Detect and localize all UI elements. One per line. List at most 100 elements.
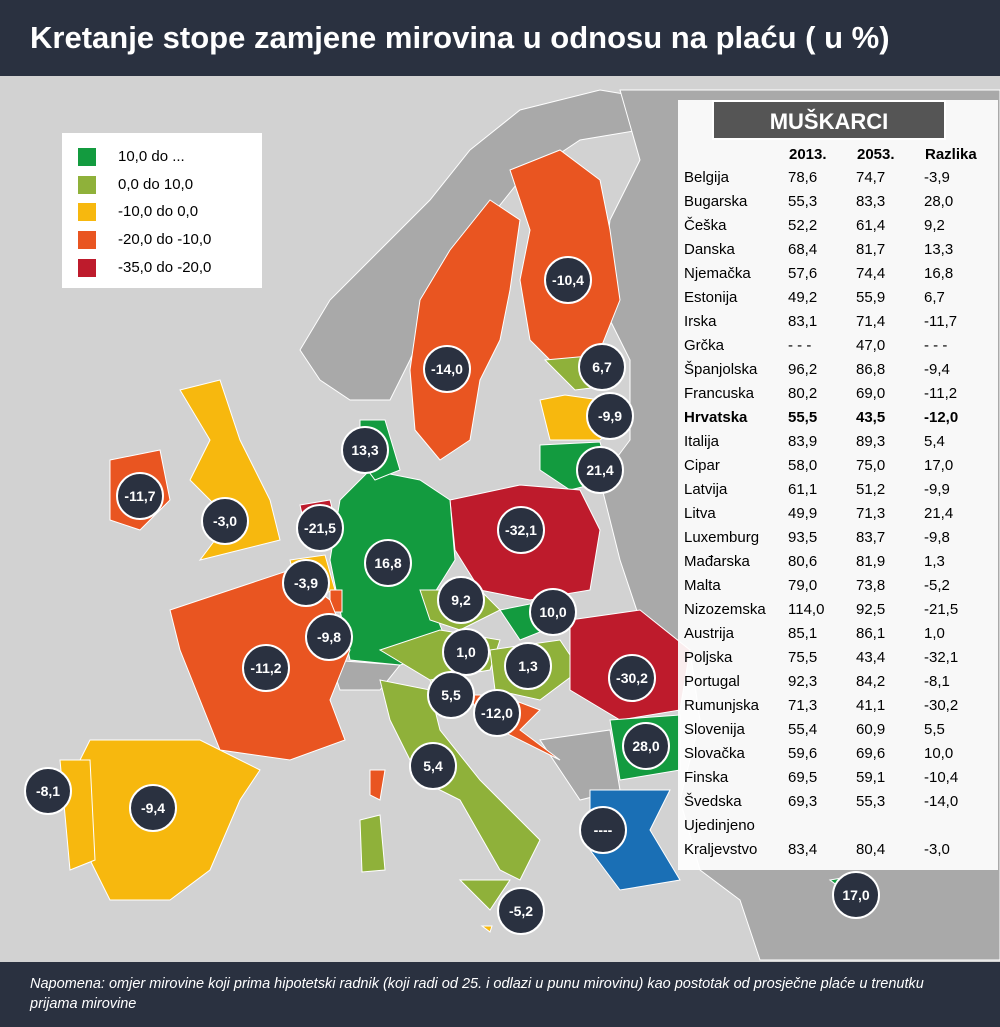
map-label: 5,4 <box>423 758 443 774</box>
table-row: Austrija 85,1 86,1 1,0 <box>684 622 992 646</box>
table-cell: 71,3 <box>788 697 818 714</box>
country-name: Poljska <box>684 649 733 666</box>
table-cell: 55,3 <box>856 793 886 810</box>
table-cell: 21,4 <box>924 505 954 522</box>
country-name: Italija <box>684 433 720 450</box>
table-cell: -21,5 <box>924 601 959 618</box>
table-cell: 96,2 <box>788 361 818 378</box>
table-cell: 60,9 <box>856 721 886 738</box>
table-cell: 73,8 <box>856 577 886 594</box>
table-row: Češka 52,2 61,4 9,2 <box>684 214 992 238</box>
table-row: Finska 69,5 59,1 -10,4 <box>684 766 992 790</box>
table-cell: -9,9 <box>924 481 950 498</box>
table-cell: -10,4 <box>924 769 959 786</box>
table-row: Latvija 61,1 51,2 -9,9 <box>684 478 992 502</box>
country-name: Španjolska <box>684 361 758 378</box>
map-label: -9,8 <box>317 629 341 645</box>
map-label: 10,0 <box>539 604 566 620</box>
table-cell: 55,5 <box>788 409 818 426</box>
country-name: Finska <box>684 769 729 786</box>
label-bubble <box>242 644 290 692</box>
label-bubble <box>497 506 545 554</box>
table-cell: 83,7 <box>856 529 886 546</box>
table-row: Estonija 49,2 55,9 6,7 <box>684 286 992 310</box>
country-name: Latvija <box>684 481 728 498</box>
table-cell: 43,5 <box>856 409 886 426</box>
table-cell: 75,5 <box>788 649 818 666</box>
map-label: 9,2 <box>451 592 471 608</box>
table-cell: 78,6 <box>788 169 818 186</box>
label-bubble <box>832 871 880 919</box>
table-cell: 83,1 <box>788 313 818 330</box>
map-label: -12,0 <box>481 705 513 721</box>
table-cell: 5,5 <box>924 721 945 738</box>
table-cell: 59,6 <box>788 745 818 762</box>
table-row: Nizozemska 114,0 92,5 -21,5 <box>684 598 992 622</box>
table-cell: 83,3 <box>856 193 886 210</box>
country-name: Švedska <box>684 793 742 810</box>
map-label: ---- <box>594 822 613 838</box>
table-cell: 57,6 <box>788 265 818 282</box>
label-bubble <box>409 742 457 790</box>
table-row: Grčka - - - 47,0 - - - <box>684 334 992 358</box>
label-bubble <box>129 784 177 832</box>
table-cell: 114,0 <box>788 601 825 618</box>
table-cell: -3,0 <box>924 841 950 858</box>
table-cell: 55,9 <box>856 289 886 306</box>
table-row: Mađarska 80,6 81,9 1,3 <box>684 550 992 574</box>
table-row: Cipar 58,0 75,0 17,0 <box>684 454 992 478</box>
country-name: Cipar <box>684 457 720 474</box>
table-row: Danska 68,4 81,7 13,3 <box>684 238 992 262</box>
table-row: Ujedinjeno Kraljevstvo 83,4 80,4 -3,0 <box>684 814 992 862</box>
table-row: Irska 83,1 71,4 -11,7 <box>684 310 992 334</box>
table-cell: 16,8 <box>924 265 954 282</box>
map-label: -3,0 <box>213 513 237 529</box>
table-cell: 58,0 <box>788 457 818 474</box>
map-labels: -10,4 -14,0 6,7 -9,9 13,3 21,4 -11,7 -3,0 -21,5 -… <box>24 256 880 935</box>
table-cell: 71,3 <box>856 505 886 522</box>
label-bubble <box>497 887 545 935</box>
label-bubble <box>24 767 72 815</box>
table-cell: -32,1 <box>924 649 959 666</box>
table-cell: 47,0 <box>856 337 886 354</box>
country-name: Nizozemska <box>684 601 766 618</box>
table-cell: 75,0 <box>856 457 886 474</box>
table-cell: 69,5 <box>788 769 818 786</box>
table-cell: -11,7 <box>924 313 958 330</box>
table-cell: 93,5 <box>788 529 818 546</box>
table-cell: -8,1 <box>924 673 950 690</box>
column-header <box>684 142 788 166</box>
country-name: Belgija <box>684 169 730 186</box>
label-bubble <box>423 345 471 393</box>
table-cell: 92,3 <box>788 673 818 690</box>
table-cell: 10,0 <box>924 745 954 762</box>
label-bubble <box>608 654 656 702</box>
country-name: Bugarska <box>684 193 748 210</box>
table-cell: 79,0 <box>788 577 818 594</box>
map-label: -3,9 <box>294 575 318 591</box>
table-cell: 86,1 <box>856 625 886 642</box>
table-cell: 68,4 <box>788 241 818 258</box>
table-cell: 43,4 <box>856 649 886 666</box>
table-cell: 13,3 <box>924 241 954 258</box>
table-row: Malta 79,0 73,8 -5,2 <box>684 574 992 598</box>
table-cell: 74,4 <box>856 265 886 282</box>
country-name: Slovačka <box>684 745 745 762</box>
label-bubble <box>473 689 521 737</box>
country-name: Francuska <box>684 385 755 402</box>
legend-swatch <box>78 175 96 194</box>
label-bubble <box>364 539 412 587</box>
table-cell: 83,4 <box>788 841 818 858</box>
country-name: Malta <box>684 577 721 594</box>
country-name: Estonija <box>684 289 738 306</box>
table-row: Portugal 92,3 84,2 -8,1 <box>684 670 992 694</box>
map-label: 5,5 <box>441 687 461 703</box>
map-label: -30,2 <box>616 670 648 686</box>
table: 2013. 2053. Razlika Belgija 78,6 74,7 -3,9 Buga… <box>684 142 992 862</box>
table-row: Hrvatska 55,5 43,5 -12,0 <box>684 406 992 430</box>
table-row: Bugarska 55,3 83,3 28,0 <box>684 190 992 214</box>
map-label: -8,1 <box>36 783 60 799</box>
table-cell: - - - <box>924 337 948 354</box>
table-cell: -9,8 <box>924 529 950 546</box>
